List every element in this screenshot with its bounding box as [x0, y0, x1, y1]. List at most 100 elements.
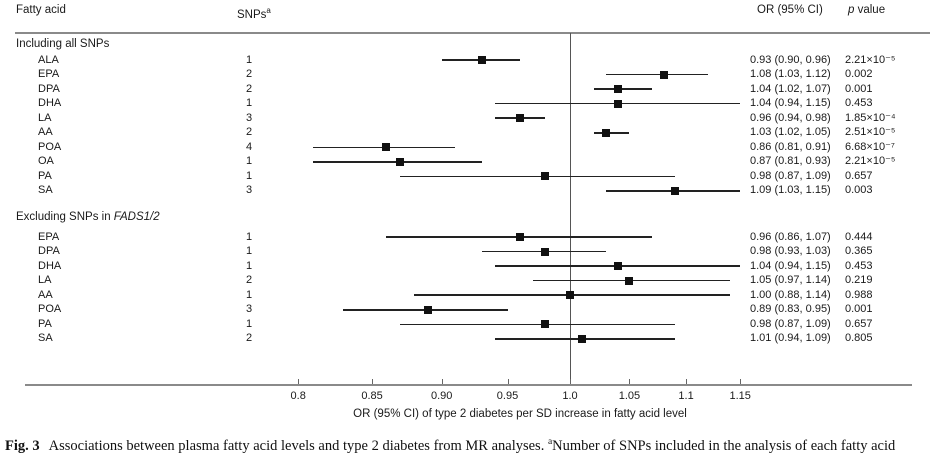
fatty-acid-label: LA: [38, 274, 52, 287]
x-axis-line: [25, 384, 912, 386]
or-marker: [541, 320, 550, 329]
fatty-acid-label: DPA: [38, 82, 60, 95]
axis-tick: [686, 379, 688, 384]
or-ci-text: 1.04 (1.02, 1.07): [750, 82, 831, 95]
p-value-text: 6.68×10⁻⁷: [845, 140, 895, 153]
p-value-text: 0.453: [845, 97, 873, 110]
p-value-text: 0.444: [845, 230, 873, 243]
or-marker: [613, 262, 622, 271]
or-marker: [659, 70, 668, 79]
snp-count: 4: [245, 140, 253, 153]
column-header-snps: SNPsa: [237, 4, 271, 22]
axis-tick-label: 0.85: [361, 390, 383, 402]
or-ci-text: 0.89 (0.83, 0.95): [750, 303, 831, 316]
snps-superscript-a: a: [266, 6, 271, 15]
or-ci-text: 1.04 (0.94, 1.15): [750, 97, 831, 110]
fatty-acid-label: ALA: [38, 53, 59, 66]
snp-count: 1: [245, 169, 253, 182]
fatty-acid-label: DPA: [38, 245, 60, 258]
p-value-text: 0.001: [845, 82, 873, 95]
section-title: Excluding SNPs in FADS1/2: [16, 211, 160, 224]
p-value-text: 0.365: [845, 245, 873, 258]
or-ci-text: 0.87 (0.81, 0.93): [750, 155, 831, 168]
snp-count: 2: [245, 332, 253, 345]
or-ci-text: 0.96 (0.94, 0.98): [750, 111, 831, 124]
column-header-or-ci: OR (95% CI): [757, 4, 823, 16]
fatty-acid-label: SA: [38, 332, 53, 345]
p-value-text: 2.21×10⁻⁵: [845, 53, 896, 66]
fatty-acid-label: AA: [38, 288, 53, 301]
or-ci-text: 0.93 (0.90, 0.96): [750, 53, 831, 66]
or-marker: [424, 305, 433, 314]
or-marker: [477, 56, 486, 64]
ci-line: [594, 131, 630, 134]
p-value-text: 0.219: [845, 274, 873, 287]
axis-tick: [298, 379, 300, 384]
axis-tick: [372, 379, 374, 384]
snp-count: 1: [245, 155, 253, 168]
reference-line-or-1: [570, 33, 571, 385]
p-value-text: 0.657: [845, 317, 873, 330]
x-axis-label: OR (95% CI) of type 2 diabetes per SD in…: [353, 408, 687, 420]
ci-line: [400, 323, 675, 326]
section-title-italic: FADS1/2: [113, 211, 160, 223]
figure-caption: Fig. 3 Associations between plasma fatty …: [5, 433, 935, 455]
axis-tick: [570, 379, 571, 384]
fatty-acid-label: PA: [38, 169, 52, 182]
or-marker: [541, 247, 550, 256]
ci-line: [606, 73, 709, 76]
axis-tick-label: 0.90: [430, 390, 453, 402]
or-marker: [613, 99, 622, 108]
or-marker: [516, 233, 525, 241]
axis-tick: [740, 379, 742, 384]
snp-count: 1: [245, 230, 253, 243]
or-marker: [625, 276, 634, 285]
or-marker: [516, 114, 525, 123]
figure-number: Fig. 3: [5, 437, 40, 454]
section-title: Including all SNPs: [16, 38, 109, 51]
axis-tick: [441, 379, 443, 384]
or-ci-text: 1.04 (0.94, 1.15): [750, 259, 831, 272]
axis-tick-label: 0.8: [290, 390, 306, 402]
column-header-p-value: p value: [848, 4, 885, 17]
snp-count: 3: [245, 303, 253, 316]
or-marker: [396, 157, 405, 166]
or-marker: [670, 186, 679, 195]
p-value-text: 1.85×10⁻⁴: [845, 111, 896, 124]
ci-line: [594, 88, 653, 90]
axis-tick: [629, 379, 631, 384]
fatty-acid-label: POA: [38, 303, 62, 316]
or-ci-text: 0.96 (0.86, 1.07): [750, 230, 831, 243]
axis-tick-label: 1.15: [729, 390, 751, 402]
fatty-acid-label: OA: [38, 155, 54, 168]
or-marker: [602, 128, 610, 137]
section-title-text: Excluding SNPs in: [16, 211, 114, 223]
or-ci-text: 0.98 (0.93, 1.03): [750, 245, 831, 258]
or-ci-text: 1.00 (0.88, 1.14): [750, 288, 831, 301]
snp-count: 3: [245, 184, 253, 197]
or-ci-text: 0.86 (0.81, 0.91): [750, 140, 831, 153]
p-value-text: 0.453: [845, 259, 873, 272]
section-title-text: Including all SNPs: [16, 38, 110, 50]
snp-count: 1: [245, 97, 253, 110]
p-value-text: 0.988: [845, 288, 873, 301]
snp-count: 1: [245, 317, 253, 330]
header-separator-line: [15, 32, 930, 34]
or-ci-text: 1.03 (1.02, 1.05): [750, 126, 831, 139]
or-ci-text: 1.05 (0.97, 1.14): [750, 274, 831, 287]
snp-count: 1: [245, 53, 253, 66]
caption-superscript-a: a: [547, 437, 553, 447]
column-header-fatty-acid: Fatty acid: [16, 4, 66, 16]
p-italic: p: [848, 4, 855, 16]
or-ci-text: 1.09 (1.03, 1.15): [750, 184, 831, 197]
or-ci-text: 0.98 (0.87, 1.09): [750, 169, 831, 182]
or-ci-text: 0.98 (0.87, 1.09): [750, 317, 831, 330]
snp-count: 2: [245, 82, 253, 95]
or-marker: [566, 291, 574, 300]
snp-count: 1: [245, 245, 253, 258]
axis-tick-label: 0.95: [496, 390, 519, 402]
fatty-acid-label: PA: [38, 317, 52, 330]
or-ci-text: 1.01 (0.94, 1.09): [750, 332, 831, 345]
caption-text-2: Number of SNPs included in the analysis …: [552, 437, 896, 454]
